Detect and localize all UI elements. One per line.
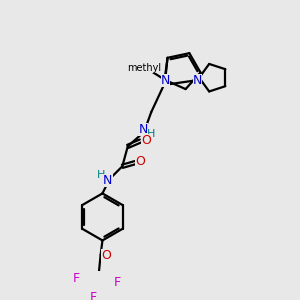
Text: N: N [138, 123, 148, 136]
Text: O: O [136, 155, 145, 168]
Text: O: O [141, 134, 151, 147]
Text: F: F [114, 275, 122, 289]
Text: N: N [160, 74, 170, 86]
Text: H: H [96, 170, 105, 180]
Text: methyl: methyl [127, 63, 161, 73]
Text: O: O [101, 249, 111, 262]
Text: F: F [73, 272, 80, 285]
Text: N: N [103, 174, 112, 187]
Text: methyl: methyl [128, 63, 159, 72]
Text: N: N [193, 74, 202, 87]
Text: H: H [147, 129, 155, 139]
Text: F: F [90, 291, 97, 300]
